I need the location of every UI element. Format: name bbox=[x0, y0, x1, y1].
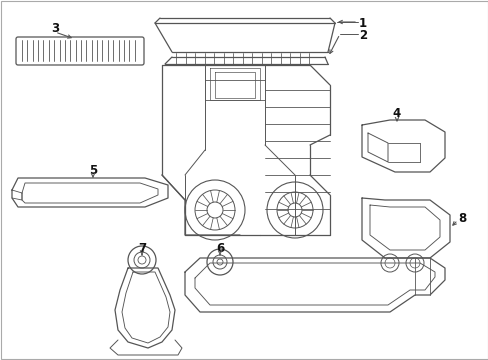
Text: 2: 2 bbox=[358, 28, 366, 41]
Text: 3: 3 bbox=[51, 22, 59, 35]
Text: 7: 7 bbox=[138, 242, 146, 255]
Text: 6: 6 bbox=[215, 242, 224, 255]
Text: 5: 5 bbox=[89, 163, 97, 176]
Text: 4: 4 bbox=[392, 107, 400, 120]
Text: 1: 1 bbox=[358, 17, 366, 30]
Text: 8: 8 bbox=[457, 212, 465, 225]
